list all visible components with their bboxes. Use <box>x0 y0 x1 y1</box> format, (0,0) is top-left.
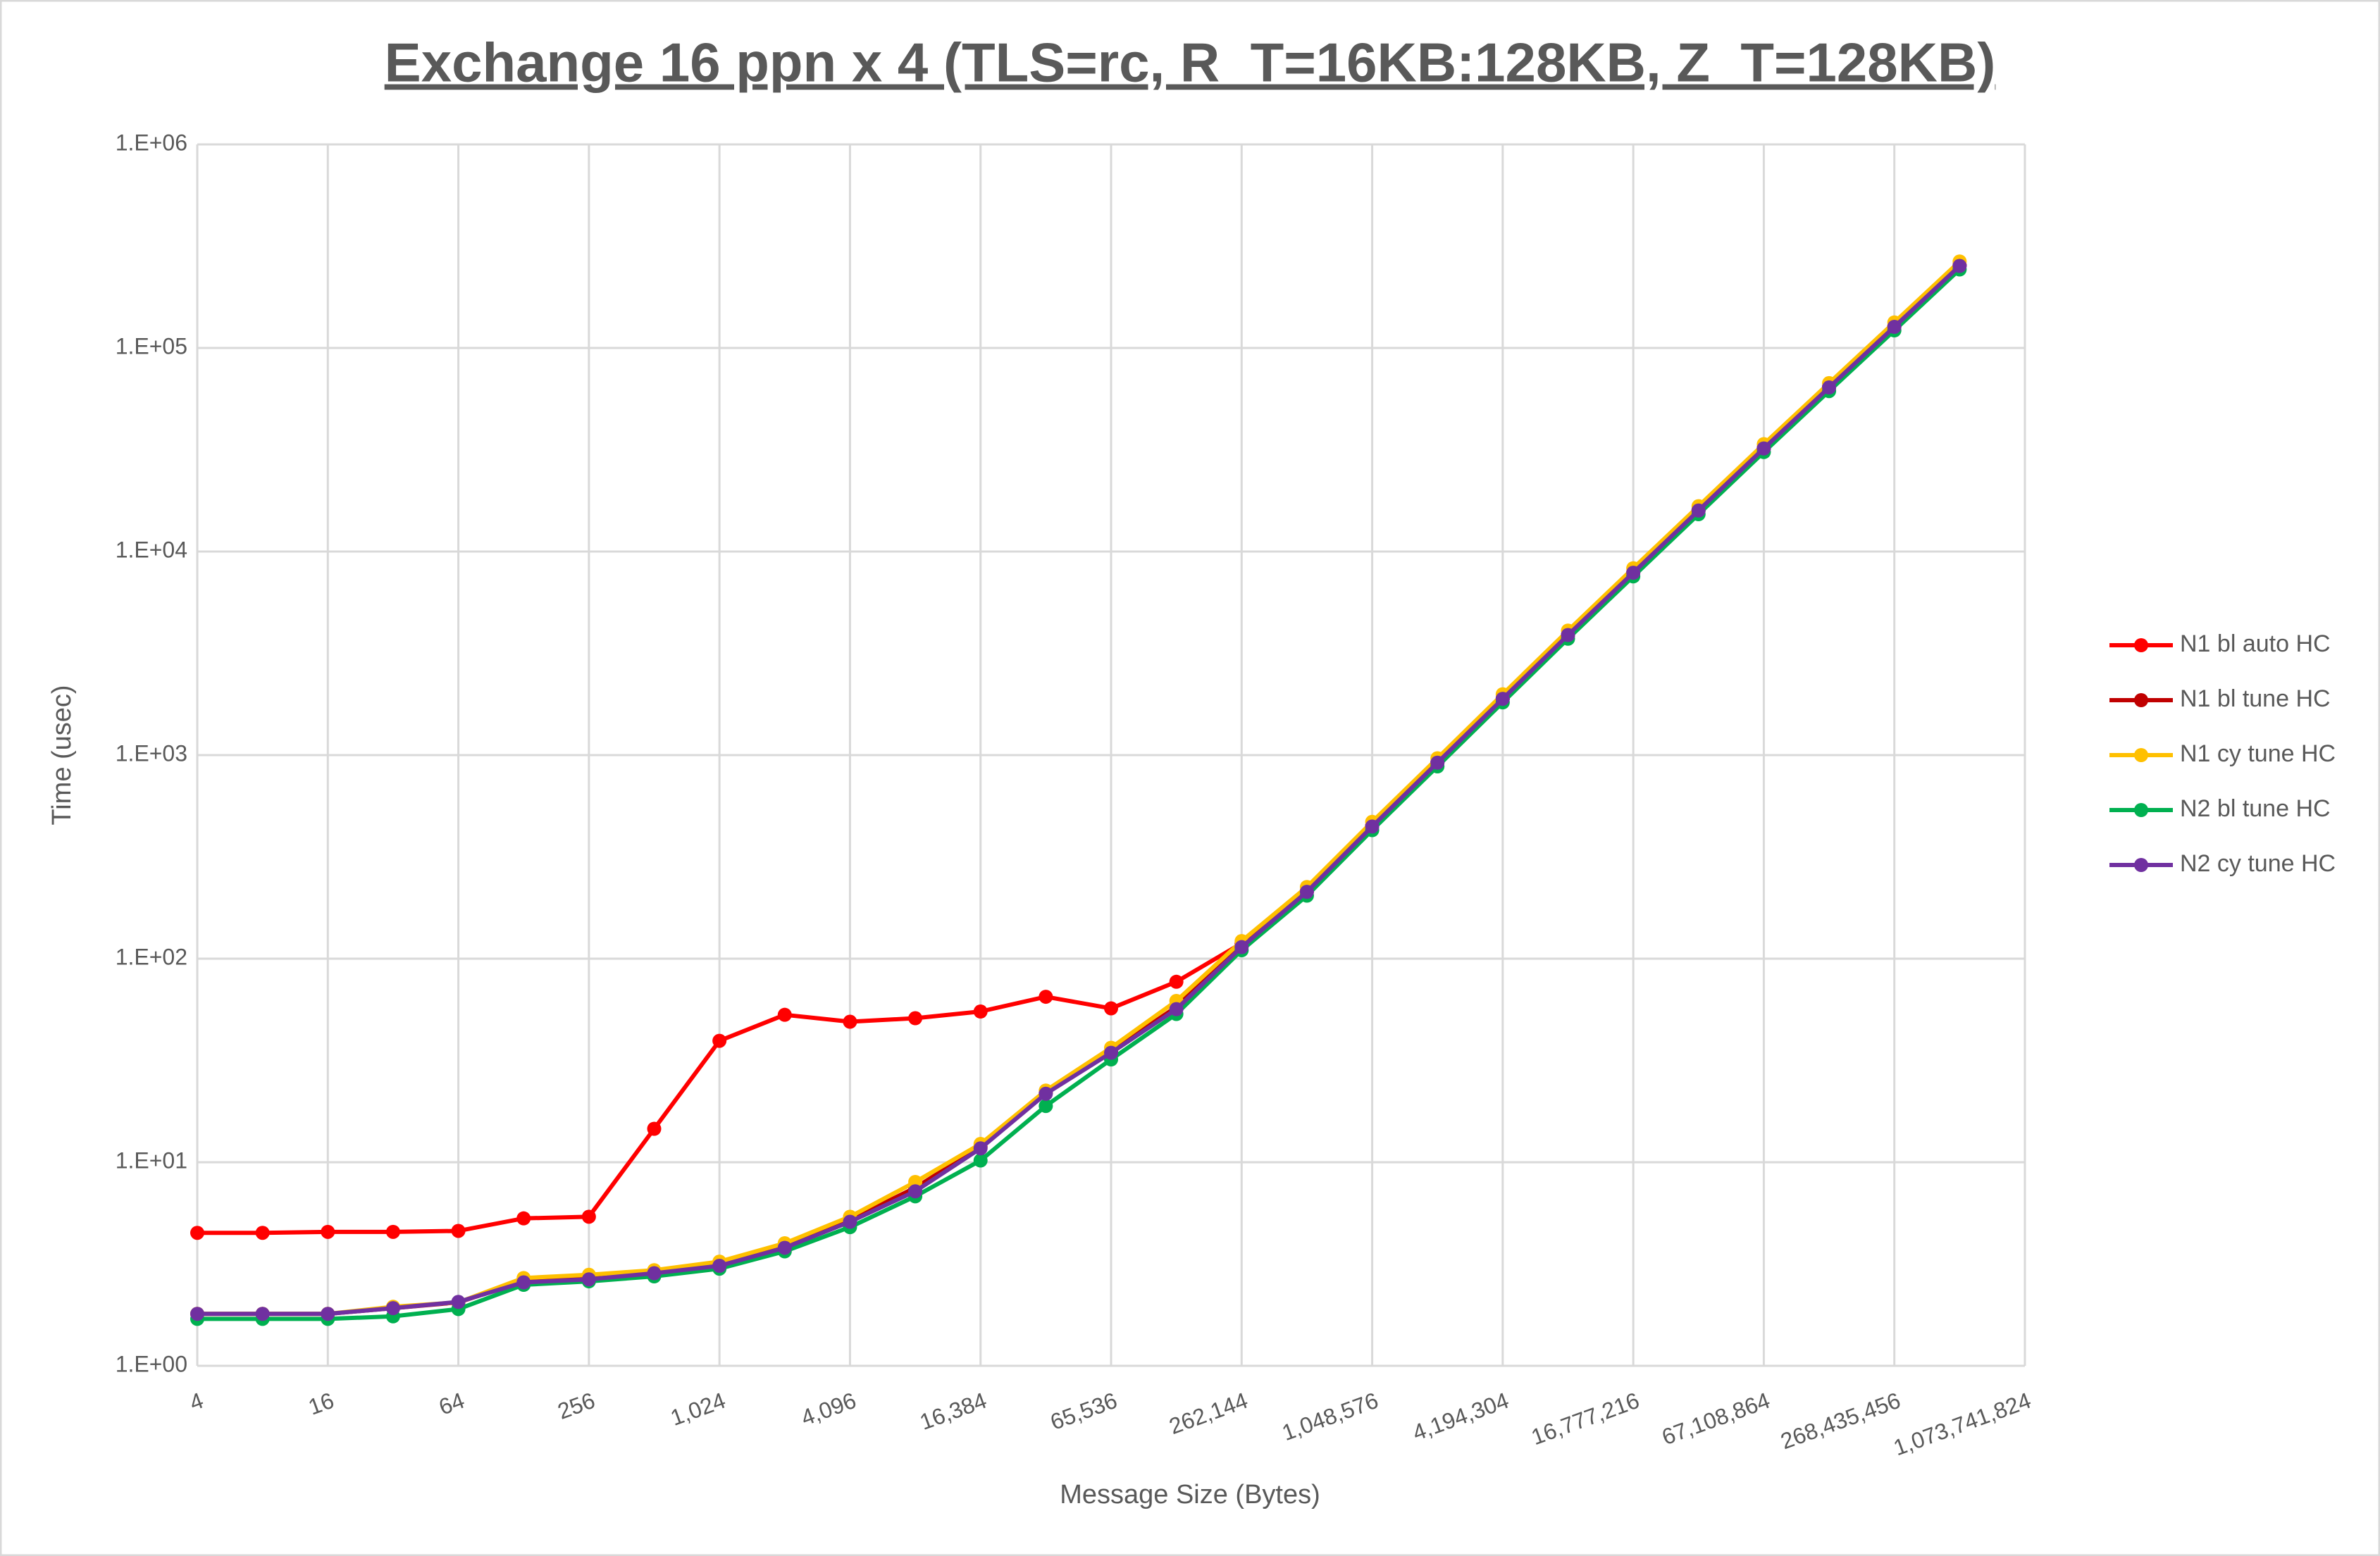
data-point <box>1365 819 1380 834</box>
data-point <box>321 1224 335 1239</box>
legend-label: N2 cy tune HC <box>2180 850 2336 877</box>
data-point <box>1104 1045 1118 1060</box>
y-axis-label: Time (usec) <box>47 685 77 825</box>
y-tick-label: 1.E+05 <box>116 333 187 359</box>
data-point <box>1039 990 1053 1004</box>
data-point <box>1430 755 1445 770</box>
x-axis-label: Message Size (Bytes) <box>1060 1480 1320 1510</box>
data-point <box>1169 974 1184 989</box>
legend-marker <box>2134 803 2148 817</box>
y-tick-label: 1.E+01 <box>116 1147 187 1173</box>
y-tick-label: 1.E+00 <box>116 1351 187 1376</box>
data-point <box>190 1226 204 1240</box>
y-tick-label: 1.E+03 <box>116 740 187 766</box>
data-point <box>843 1014 857 1029</box>
data-point <box>843 1214 857 1229</box>
data-point <box>973 1004 988 1019</box>
data-point <box>973 1141 988 1156</box>
data-point <box>1756 441 1771 456</box>
series-line <box>197 264 1961 1317</box>
legend-label: N1 cy tune HC <box>2180 740 2336 767</box>
data-point <box>581 1209 596 1224</box>
data-point <box>777 1007 792 1022</box>
data-point <box>712 1033 727 1048</box>
data-point <box>1822 380 1837 395</box>
data-point <box>777 1240 792 1255</box>
data-point <box>255 1307 270 1321</box>
legend-label: N2 bl tune HC <box>2180 795 2331 822</box>
data-point <box>647 1121 662 1136</box>
data-point <box>647 1266 662 1281</box>
data-point <box>385 1224 400 1239</box>
data-point <box>973 1153 988 1168</box>
data-point <box>1495 692 1510 707</box>
data-point <box>321 1307 335 1321</box>
data-point <box>516 1211 531 1226</box>
data-point <box>908 1184 923 1199</box>
data-point <box>1561 628 1575 642</box>
data-point <box>451 1295 466 1309</box>
data-point <box>581 1272 596 1287</box>
y-tick-label: 1.E+06 <box>116 130 187 155</box>
data-point <box>1039 1099 1053 1114</box>
legend-label: N1 bl auto HC <box>2180 630 2331 657</box>
data-point <box>451 1224 466 1238</box>
legend-label: N1 bl tune HC <box>2180 685 2331 712</box>
data-point <box>712 1258 727 1273</box>
series-line <box>197 268 1961 1321</box>
legend-marker <box>2134 748 2148 762</box>
legend-marker <box>2134 693 2148 707</box>
legend-marker <box>2134 638 2148 652</box>
data-point <box>1104 1001 1118 1016</box>
data-point <box>385 1301 400 1316</box>
y-tick-label: 1.E+02 <box>116 944 187 969</box>
data-point <box>516 1275 531 1290</box>
data-point <box>1691 503 1706 518</box>
data-point <box>190 1307 204 1321</box>
data-point <box>1039 1086 1053 1101</box>
data-point <box>1887 320 1902 335</box>
chart-title: Exchange 16 ppn x 4 (TLS=rc, R_T=16KB:12… <box>385 32 1996 94</box>
data-point <box>908 1011 923 1026</box>
y-tick-label: 1.E+04 <box>116 537 187 562</box>
data-point <box>255 1226 270 1240</box>
data-point <box>1952 259 1967 273</box>
data-point <box>1626 566 1641 580</box>
legend-marker <box>2134 858 2148 872</box>
data-point <box>1299 885 1314 900</box>
data-point <box>1234 940 1249 954</box>
data-point <box>1169 1002 1184 1016</box>
